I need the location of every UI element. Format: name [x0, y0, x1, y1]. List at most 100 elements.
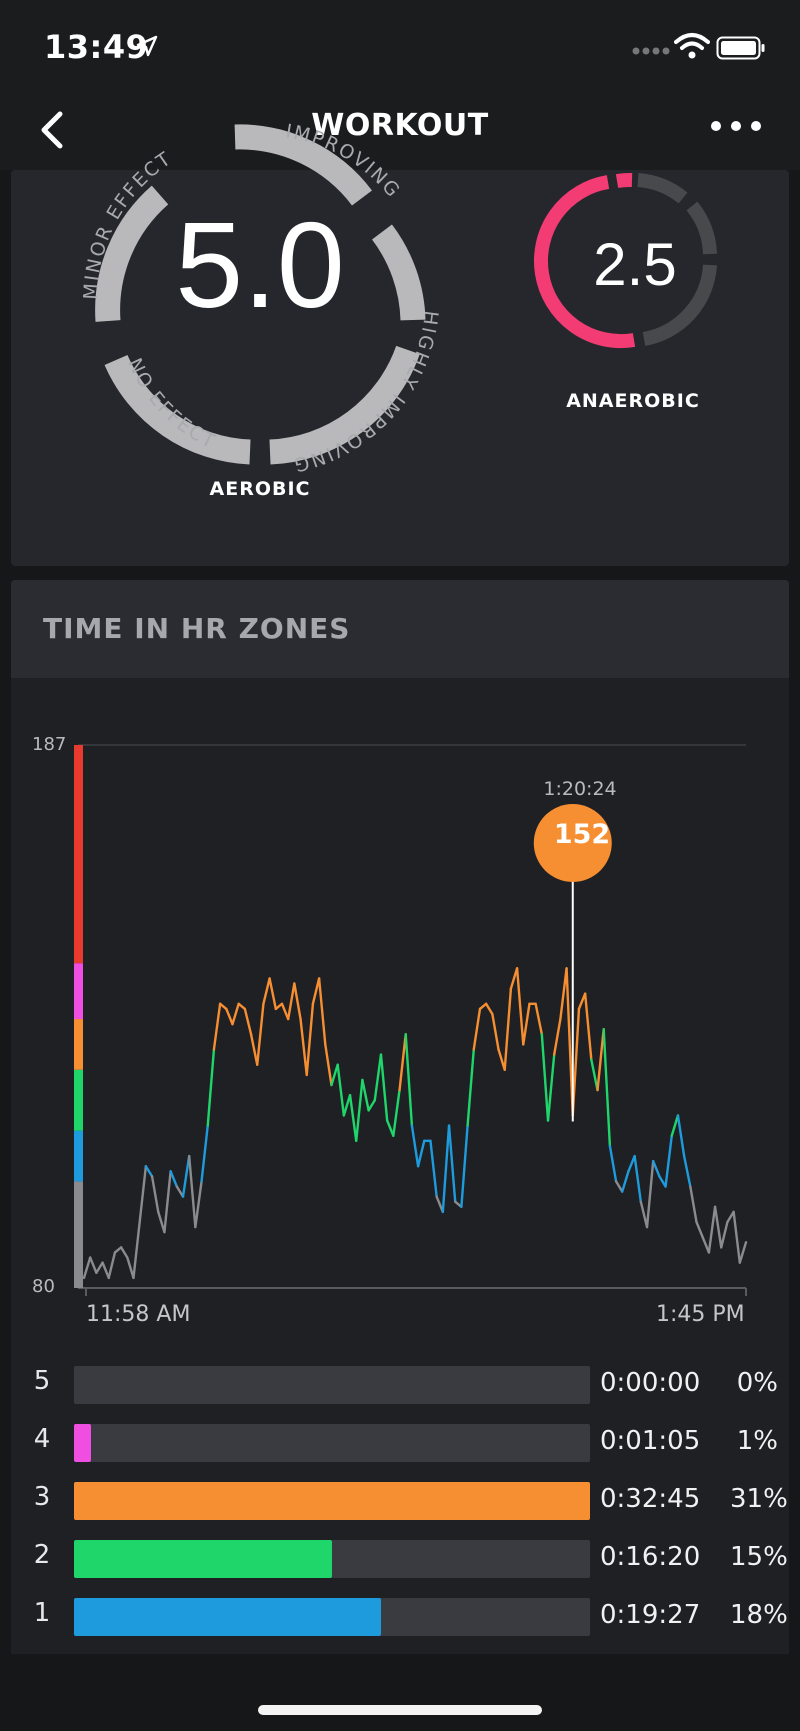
hr-line-segment — [119, 1246, 129, 1259]
hr-line-segment — [175, 1185, 185, 1198]
hr-line-segment — [429, 1139, 438, 1198]
hr-line-segment — [503, 987, 513, 1071]
hr-line-segment — [286, 982, 296, 1021]
hr-line-segment — [144, 1165, 154, 1178]
zone-band-0 — [74, 1181, 83, 1288]
zone-row: 3 0:32:45 31% — [0, 1482, 800, 1522]
hr-line-segment — [614, 1180, 624, 1193]
zone-number: 4 — [33, 1424, 51, 1454]
hr-line-segment — [169, 1170, 179, 1188]
aerobic-label: AEROBIC — [209, 478, 311, 500]
hr-line-segment — [305, 1002, 315, 1077]
hr-line-segment — [367, 1099, 376, 1112]
zone-percent: 15% — [730, 1542, 788, 1572]
zone-bar-track — [74, 1424, 590, 1462]
hr-line-segment — [608, 1144, 618, 1183]
hr-line-segment — [460, 1124, 469, 1209]
hr-line-segment — [237, 1002, 247, 1011]
hr-line-segment — [559, 967, 568, 1021]
aerobic-value: 5.0 — [175, 197, 345, 333]
anaerobic-value: 2.5 — [593, 231, 677, 298]
zone-row: 5 0:00:00 0% — [0, 1366, 800, 1406]
hr-line-segment — [732, 1210, 742, 1264]
hr-line-segment — [602, 1027, 612, 1148]
hr-line-segment — [293, 982, 302, 1021]
hr-line-segment — [645, 1159, 655, 1229]
status-bar: 13:49 — [0, 0, 800, 100]
hr-line-segment — [95, 1261, 104, 1274]
hr-line-segment — [676, 1114, 686, 1158]
zone-bar-track — [74, 1366, 590, 1404]
zone-percent: 31% — [730, 1484, 788, 1514]
hr-line-segment — [720, 1220, 729, 1249]
hr-line-segment — [546, 1053, 556, 1122]
hr-line-segment — [88, 1256, 98, 1274]
hr-line-segment — [163, 1170, 172, 1234]
hr-line-segment — [385, 1119, 395, 1137]
hr-line-segment — [348, 1093, 358, 1143]
hr-line-segment — [101, 1261, 110, 1280]
hr-line-segment — [627, 1154, 636, 1173]
more-options-icon[interactable] — [706, 114, 766, 138]
hr-line-segment — [651, 1159, 661, 1178]
hr-line-segment — [472, 1007, 482, 1051]
hr-line-segment — [583, 992, 593, 1061]
hr-line-segment — [342, 1093, 352, 1117]
nav-bar — [0, 100, 800, 170]
hr-line-segment — [540, 1033, 550, 1122]
hr-line-segment — [181, 1154, 191, 1198]
hr-line-segment — [695, 1220, 704, 1239]
hr-line-segment — [243, 1007, 253, 1036]
x-axis-end-label: 1:45 PM — [656, 1302, 745, 1327]
hr-line-segment — [132, 1220, 141, 1280]
hr-line-segment — [373, 1053, 383, 1102]
zone-band-2 — [74, 1069, 83, 1131]
hr-line-segment — [577, 992, 587, 1011]
hr-line-segment — [491, 1012, 500, 1051]
back-button[interactable] — [36, 108, 68, 152]
hr-line-segment — [410, 1124, 420, 1168]
hr-line-segment — [534, 1002, 544, 1036]
zone-band-5 — [74, 745, 83, 964]
zone-time: 0:19:27 — [600, 1600, 701, 1630]
zone-band-3 — [74, 1019, 83, 1070]
hr-line-segment — [317, 977, 327, 1046]
zone-bar-track — [74, 1482, 590, 1520]
hr-line-segment — [571, 1007, 581, 1117]
anaerobic-gauge — [533, 172, 717, 349]
hr-line-segment — [596, 1027, 605, 1092]
zone-number: 3 — [33, 1482, 51, 1512]
zone-bar-track — [74, 1540, 590, 1578]
hr-line-segment — [268, 977, 277, 1011]
hr-line-segment — [633, 1154, 643, 1203]
zone-time: 0:16:20 — [600, 1542, 701, 1572]
zone-row: 4 0:01:05 1% — [0, 1424, 800, 1464]
hr-zones-header: TIME IN HR ZONES — [11, 580, 789, 678]
zone-percent: 0% — [736, 1368, 778, 1398]
hr-line-segment — [553, 1017, 562, 1056]
hr-line-segment — [565, 967, 574, 1117]
hr-line-segment — [299, 1017, 308, 1077]
zone-band-4 — [74, 963, 83, 1020]
home-indicator[interactable] — [258, 1705, 542, 1715]
tooltip-bubble — [533, 804, 612, 882]
hr-line-segment — [701, 1236, 711, 1254]
hr-line-segment — [466, 1048, 475, 1127]
hr-line-segment — [150, 1175, 160, 1214]
location-arrow-icon — [136, 35, 158, 57]
hr-line-segment — [639, 1200, 649, 1229]
hr-line-segment — [231, 1002, 240, 1026]
hr-line-segment — [200, 1124, 209, 1183]
hr-line-segment — [324, 1043, 333, 1087]
hr-line-segment — [262, 977, 271, 1006]
hr-line-segment — [664, 1134, 673, 1188]
hr-line-segment — [515, 967, 525, 1046]
zone-bar-fill — [74, 1482, 590, 1520]
hr-line-segment — [621, 1170, 630, 1193]
hr-line-segment — [447, 1124, 457, 1203]
signal-icon — [632, 47, 670, 55]
wifi-icon — [674, 33, 710, 59]
zone-number: 2 — [33, 1540, 51, 1570]
zone-row: 2 0:16:20 15% — [0, 1540, 800, 1580]
